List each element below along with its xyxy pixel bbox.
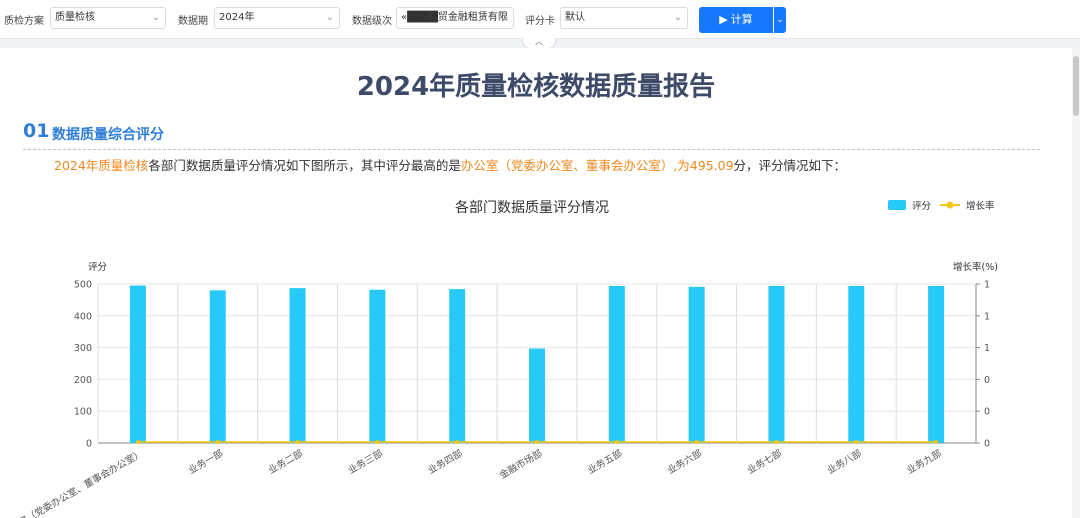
legend-score-label: 评分 [912, 201, 932, 212]
growth-rate-point [774, 440, 779, 444]
scrollbar-thumb[interactable] [1073, 56, 1079, 116]
para-highlight-top-dept: 办公室（党委办公室、董事会办公室）,为495.09 [460, 158, 734, 173]
level-select-value: «████贸金融租赁有限 [401, 12, 508, 23]
y2-tick-label: 1 [984, 280, 990, 291]
para-text-1: 各部门数据质量评分情况如下图所示，其中评分最高的是 [148, 158, 461, 173]
x-tick-label: 业务二部 [266, 447, 305, 476]
y-tick-label: 0 [86, 439, 92, 450]
chevron-down-icon: ⌄ [325, 12, 334, 23]
y2-tick-label: 0 [984, 439, 990, 450]
y-tick-label: 100 [74, 407, 92, 418]
chevron-down-icon: ⌄ [776, 15, 784, 25]
x-tick-label: 金融市场部 [497, 447, 544, 481]
section-title: 数据质量综合评分 [52, 127, 164, 143]
plan-select[interactable]: 质量检核 ⌄ [50, 7, 166, 29]
score-bar [289, 288, 306, 443]
score-bar [848, 285, 865, 443]
legend-growth-label: 增长率 [966, 200, 995, 212]
level-select[interactable]: «████贸金融租赁有限 ⌄ [396, 7, 514, 29]
play-icon: ▶ [719, 13, 728, 26]
plan-select-value: 质量检核 [55, 12, 95, 23]
score-bar [449, 289, 466, 443]
y-tick-label: 200 [74, 375, 92, 386]
chart-title: 各部门数据质量评分情况 [455, 200, 609, 216]
y-tick-label: 500 [74, 280, 92, 291]
growth-rate-point [215, 440, 220, 444]
filter-toolbar: 质检方案 质量检核 ⌄ 数据期 2024年 ⌄ 数据级次 «████贸金融租赁有… [0, 0, 1080, 39]
score-bar [209, 290, 226, 443]
score-bar [928, 285, 945, 443]
y2-tick-label: 0 [984, 407, 990, 418]
growth-rate-point [135, 440, 140, 444]
report-title: 2024年质量检核数据质量报告 [356, 72, 716, 102]
x-tick-label: 业务一部 [186, 447, 225, 476]
score-bar [768, 285, 785, 443]
growth-rate-point [614, 440, 619, 444]
chevron-down-icon: ⌄ [151, 12, 160, 23]
score-bar [529, 348, 545, 443]
y2-tick-label: 1 [984, 311, 990, 322]
para-text-2: 分，评分情况如下： [733, 158, 847, 173]
score-bar [129, 285, 146, 443]
report-panel: 2024年质量检核数据质量报告 01 数据质量综合评分 2024年质量检核各部门… [0, 48, 1072, 518]
section-divider [23, 149, 1040, 150]
score-bar [369, 289, 386, 443]
section-number: 01 [23, 120, 50, 142]
plan-label: 质检方案 [4, 16, 44, 27]
chevron-down-icon: ⌄ [499, 12, 508, 23]
x-tick-label: 业务三部 [346, 447, 385, 476]
growth-rate-point [694, 440, 699, 444]
period-select[interactable]: 2024年 ⌄ [214, 7, 340, 29]
growth-rate-point [455, 440, 460, 444]
growth-rate-point [854, 440, 859, 444]
growth-rate-point [934, 440, 939, 444]
calculate-button[interactable]: ▶ 计算 [699, 7, 773, 33]
x-tick-label: 业务八部 [825, 447, 864, 476]
x-tick-label: 业务五部 [585, 447, 624, 476]
x-tick-label: 办公室（党委办公室、董事会办公室） [0, 447, 145, 518]
legend-growth-marker [946, 201, 954, 209]
chevron-up-icon: ︿ [535, 37, 543, 46]
summary-paragraph: 2024年质量检核各部门数据质量评分情况如下图所示，其中评分最高的是办公室（党委… [22, 156, 862, 175]
score-bar [608, 285, 625, 443]
card-select[interactable]: 默认 ⌄ [560, 7, 688, 29]
y2-tick-label: 0 [984, 375, 990, 386]
para-highlight-period: 2024年质量检核 [54, 158, 149, 173]
y-axis-title: 评分 [88, 262, 108, 273]
score-bar [688, 286, 705, 443]
growth-rate-point [535, 440, 539, 444]
chevron-down-icon: ⌄ [673, 12, 682, 23]
vertical-scrollbar[interactable] [1072, 48, 1080, 518]
x-tick-label: 业务九部 [905, 447, 944, 476]
growth-rate-point [375, 440, 380, 444]
y-tick-label: 300 [74, 343, 92, 354]
x-tick-label: 业务四部 [426, 447, 465, 476]
x-tick-label: 业务六部 [665, 447, 704, 476]
calculate-button-label: 计算 [730, 13, 753, 26]
card-select-value: 默认 [565, 12, 585, 23]
card-label: 评分卡 [525, 16, 555, 27]
y-tick-label: 400 [74, 311, 92, 322]
growth-rate-point [295, 440, 300, 444]
legend-score-swatch [888, 200, 906, 210]
x-tick-label: 业务七部 [745, 447, 784, 476]
level-label: 数据级次 [352, 16, 392, 27]
period-label: 数据期 [178, 16, 208, 27]
period-select-value: 2024年 [219, 12, 255, 23]
y2-tick-label: 1 [984, 343, 990, 354]
y2-axis-title: 增长率(%) [953, 261, 998, 273]
calculate-dropdown-button[interactable]: ⌄ [774, 7, 786, 33]
